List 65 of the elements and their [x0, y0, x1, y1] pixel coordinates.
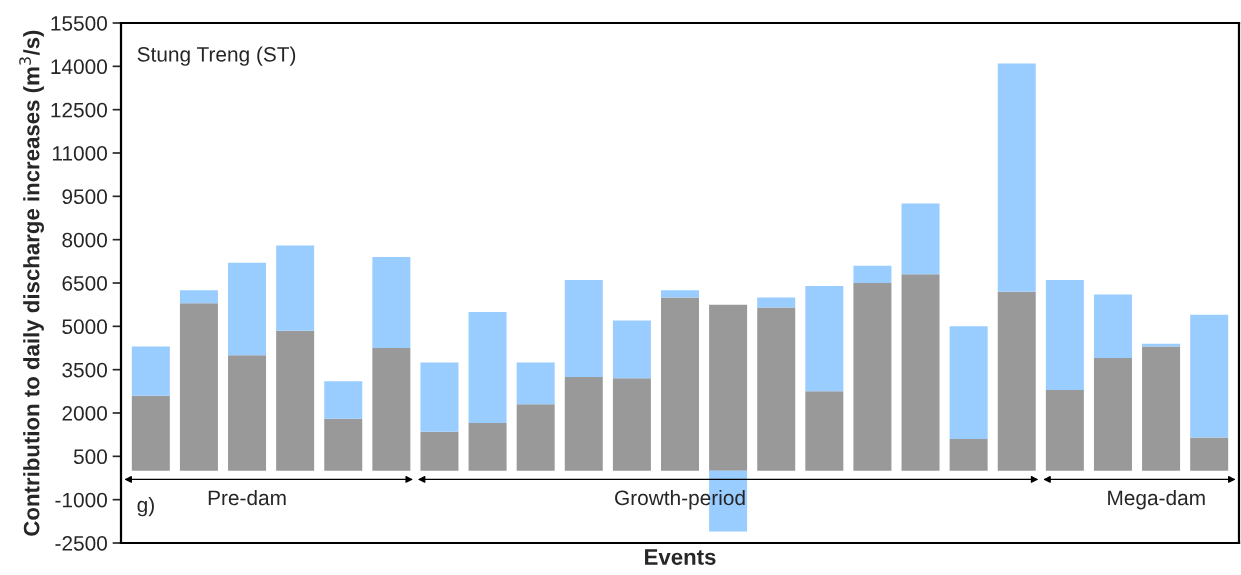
bar: [276, 330, 315, 471]
bar: [1045, 280, 1084, 390]
y-tick-label: 2000: [62, 406, 107, 421]
bar: [324, 381, 363, 419]
bar: [516, 362, 555, 405]
bar: [661, 290, 699, 298]
y-axis-title: Contribution to daily discharge increases (m$^{3}$/s): [19, 30, 44, 536]
bar: [1093, 358, 1132, 471]
bar: [372, 348, 411, 471]
bar: [131, 346, 170, 396]
bar: [997, 63, 1036, 292]
y-tick-label: 8000: [62, 232, 107, 248]
bar: [997, 291, 1036, 471]
annotation: Growth-period: [615, 489, 745, 510]
y-tick-label: 500: [73, 449, 107, 465]
y-tick-label: 9500: [62, 189, 107, 205]
y-tick-label: 15500: [51, 16, 107, 31]
bar: [949, 326, 988, 439]
bar: [709, 304, 748, 471]
bar: [276, 245, 315, 331]
bar: [468, 311, 507, 424]
y-tick-label: 14000: [51, 59, 107, 75]
bar: [420, 431, 459, 471]
y-tick-label: -1000: [55, 492, 107, 508]
y-tick-label: 3500: [62, 362, 107, 378]
bar: [179, 303, 218, 471]
bar: [661, 297, 699, 471]
bar: [901, 203, 940, 275]
y-tick-label: 12500: [51, 102, 107, 118]
bar: [612, 378, 651, 471]
bar: [420, 362, 459, 432]
annotation: Mega-dam: [1108, 489, 1205, 510]
annotation: g): [137, 496, 154, 517]
bar: [564, 376, 603, 471]
bar: [179, 290, 218, 304]
bar: [612, 320, 651, 379]
bar: [228, 262, 267, 356]
bar: [468, 423, 507, 471]
bar: [1142, 346, 1181, 471]
bar: [516, 404, 555, 471]
y-tick-label: 5000: [62, 319, 107, 335]
bar: [228, 355, 267, 471]
bar: [805, 285, 844, 392]
bar: [1142, 343, 1181, 347]
bar: [131, 395, 170, 471]
bar: [949, 439, 988, 471]
bar: [757, 307, 796, 471]
y-tick-label: -2500: [55, 536, 107, 551]
bar: [1190, 314, 1229, 438]
bar: [324, 418, 363, 471]
bar: [564, 280, 603, 377]
bar: [853, 283, 892, 471]
bar: [805, 391, 844, 471]
bar: [1093, 294, 1132, 359]
annotation: Stung Treng (ST): [137, 46, 296, 66]
x-axis-title: Events: [645, 549, 716, 565]
bar: [372, 257, 411, 348]
y-tick-label: 11000: [53, 146, 107, 161]
bar: [901, 274, 940, 471]
bar: [1190, 437, 1229, 471]
bar: [757, 297, 796, 308]
bar: [1045, 389, 1084, 471]
bar: [853, 265, 892, 283]
y-tick-label: 6500: [62, 276, 107, 291]
annotation: Pre-dam: [208, 489, 286, 506]
